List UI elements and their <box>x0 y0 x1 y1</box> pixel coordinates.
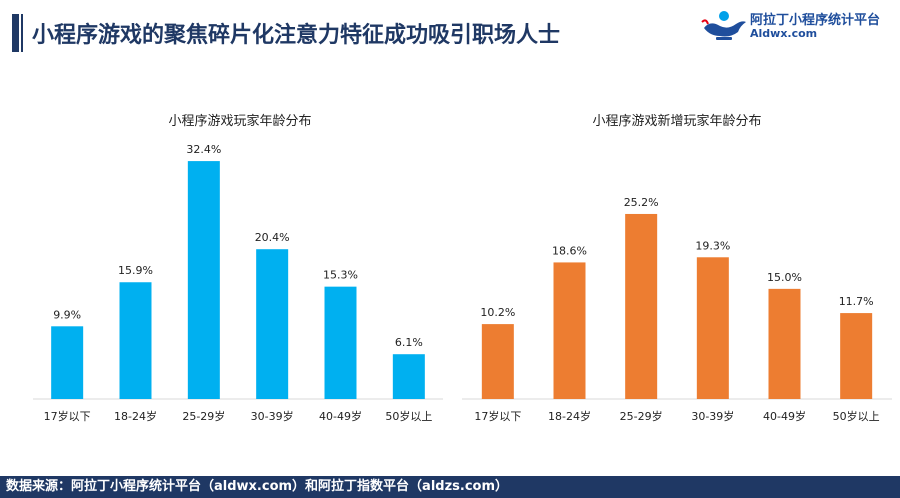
chart-title: 小程序游戏新增玩家年龄分布 <box>592 114 762 129</box>
bar <box>119 282 152 399</box>
x-tick-label: 40-49岁 <box>319 409 362 423</box>
chart-title: 小程序游戏玩家年龄分布 <box>168 114 312 129</box>
data-source-footer: 数据来源：阿拉丁小程序统计平台（aldwx.com）和阿拉丁指数平台（aldzs… <box>0 476 900 498</box>
x-tick-label: 30-39岁 <box>251 409 294 423</box>
title-accent-line <box>21 14 23 52</box>
x-tick-label: 50岁以上 <box>833 409 880 423</box>
logo: 阿拉丁小程序统计平台 Aldwx.com <box>700 6 895 46</box>
data-label: 15.3% <box>323 269 358 282</box>
bar <box>768 288 801 399</box>
data-label: 20.4% <box>255 231 290 244</box>
bar <box>840 313 873 399</box>
title-accent-bar <box>12 14 19 52</box>
data-label: 10.2% <box>480 306 515 319</box>
logo-name: 阿拉丁小程序统计平台 <box>750 13 881 28</box>
x-tick-label: 25-29岁 <box>182 409 225 423</box>
bar <box>696 257 729 399</box>
data-label: 15.9% <box>118 264 153 277</box>
x-tick-label: 30-39岁 <box>691 409 734 423</box>
data-label: 18.6% <box>552 244 587 257</box>
bar <box>51 326 84 399</box>
bar <box>481 324 514 399</box>
x-tick-label: 17岁以下 <box>44 409 91 423</box>
data-label: 25.2% <box>624 196 659 209</box>
page-title: 小程序游戏的聚焦碎片化注意力特征成功吸引职场人士 <box>32 23 561 48</box>
x-tick-label: 18-24岁 <box>114 409 157 423</box>
logo-url: Aldwx.com <box>750 27 818 40</box>
bar <box>256 249 289 399</box>
aladdin-lamp-icon <box>701 11 746 40</box>
chart-plot-area: 10.2% 17岁以下 18.6% 18-24岁 25.2% 25-29岁 19.3% 30-… <box>462 196 892 423</box>
x-tick-label: 17岁以下 <box>474 409 521 423</box>
chart-new-player-age: 小程序游戏新增玩家年龄分布 10.2% 17岁以下 18.6% 18-24岁 25.2%… <box>462 100 892 440</box>
title-bar: 小程序游戏的聚焦碎片化注意力特征成功吸引职场人士 <box>0 14 900 52</box>
data-label: 32.4% <box>186 143 221 156</box>
data-label: 9.9% <box>53 308 81 321</box>
x-tick-label: 40-49岁 <box>763 409 806 423</box>
bar <box>392 354 425 399</box>
bar <box>187 161 220 399</box>
x-tick-label: 18-24岁 <box>548 409 591 423</box>
x-tick-label: 50岁以上 <box>385 409 432 423</box>
bar <box>324 286 357 399</box>
x-tick-label: 25-29岁 <box>620 409 663 423</box>
bar <box>625 213 658 399</box>
chart-plot-area: 9.9% 17岁以下 15.9% 18-24岁 32.4% 25-29岁 20.4% 30-3… <box>33 143 443 423</box>
data-label: 6.1% <box>395 336 423 349</box>
data-label: 19.3% <box>695 239 730 252</box>
data-label: 15.0% <box>767 271 802 284</box>
bar <box>553 262 586 399</box>
chart-player-age: 小程序游戏玩家年龄分布 9.9% 17岁以下 15.9% 18-24岁 32.4% 25-… <box>28 100 452 440</box>
data-label: 11.7% <box>839 295 874 308</box>
